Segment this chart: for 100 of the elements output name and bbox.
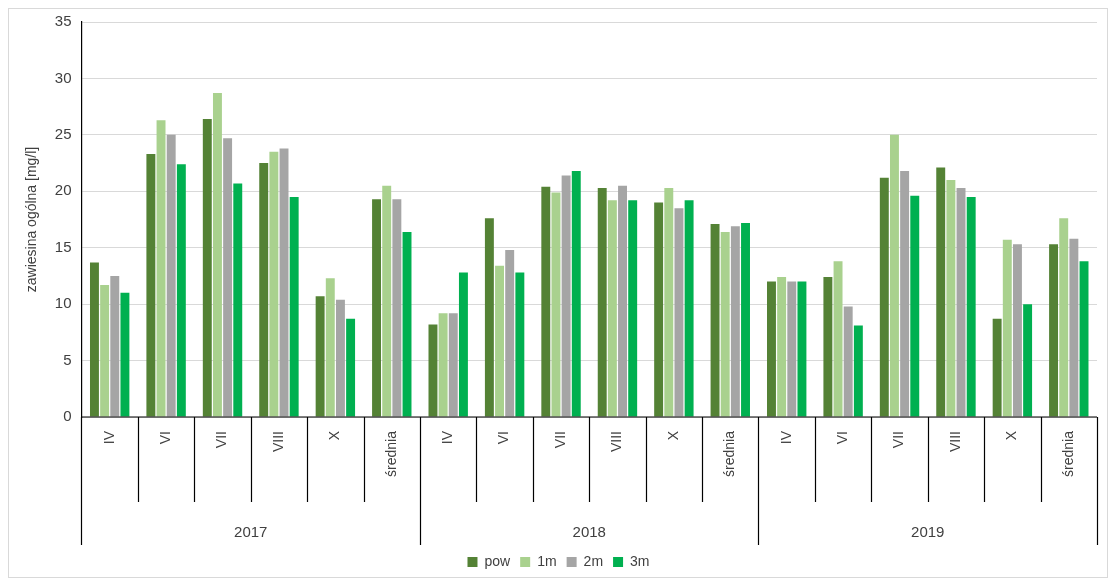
bar [741,222,750,417]
bar [156,120,166,417]
y-tick-label: 30 [54,68,72,86]
bar [176,164,186,417]
bar [571,170,581,417]
bar [315,296,325,417]
bar [730,226,740,417]
bar [259,163,269,417]
bar [966,196,976,417]
legend-label: 1m [537,552,557,569]
x-tick-label: VI [833,431,850,445]
bar [110,275,120,417]
bar [505,249,515,417]
bar [1002,239,1012,417]
bar [843,306,853,417]
bar [992,318,1002,417]
bar [269,151,279,417]
x-tick-label: VII [890,431,907,449]
bar [879,177,889,417]
x-tick-label: VII [213,431,230,449]
x-tick-label: IV [100,430,117,445]
bar [458,272,468,417]
y-tick-label: 15 [54,237,72,255]
bar [392,199,402,417]
y-tick-label: 5 [63,350,72,368]
bar [1059,218,1069,417]
bar [936,167,946,417]
x-tick-label: VI [495,431,512,445]
bar [1049,244,1059,417]
bar [654,202,664,417]
bar [787,281,797,417]
y-tick-label: 10 [54,294,72,312]
y-tick-label: 35 [54,12,72,30]
legend-label: 3m [630,552,650,569]
x-tick-label: średnia [721,430,738,477]
bar [597,187,607,417]
bar [1023,304,1033,417]
bar [428,324,438,417]
bar [720,231,730,417]
legend-label: 2m [583,552,604,569]
bar [561,175,571,417]
bar [372,199,382,417]
x-tick-label: X [664,430,681,441]
bar [797,281,807,417]
x-tick-label: IV [439,430,456,445]
bar [484,218,494,417]
bar [910,195,920,417]
bar [628,200,638,417]
text: 2018 [572,523,606,541]
bar [289,196,299,417]
x-tick-label: średnia [1059,430,1076,477]
bar [541,186,551,417]
bar [889,134,899,417]
bar [956,187,966,417]
bar [674,208,684,417]
x-tick-label: VI [156,431,173,445]
bar [120,292,130,417]
bar [833,261,843,417]
x-tick-label: VII [551,431,568,449]
bar [223,138,233,417]
bar [89,262,99,417]
bar [710,224,720,417]
bar [448,313,458,417]
bar [767,281,776,417]
bar [325,278,335,417]
x-tick-label: VIII [269,431,286,453]
y-axis-title: zawiesina ogólna [mg/l] [23,146,40,293]
bar [166,134,176,417]
text: 2017 [234,523,268,541]
bar [664,187,674,417]
bar [853,325,863,417]
x-tick-label: VIII [608,431,625,453]
bar [146,154,156,417]
bar [823,277,833,417]
x-tick-label: IV [777,430,794,445]
bar [335,299,345,417]
bar [382,185,392,417]
bar [1012,244,1022,417]
bar [515,272,525,417]
legend-label: pow [484,552,512,569]
bar [684,200,694,417]
bar [618,185,627,417]
bar [212,93,222,417]
y-tick-label: 0 [63,407,72,425]
bar [777,277,787,417]
bar [202,119,212,417]
bar [233,183,243,417]
x-tick-label: średnia [382,430,399,477]
y-tick-label: 25 [54,125,72,142]
bar [438,313,448,417]
x-tick-label: X [1003,430,1020,441]
text: 2019 [911,523,945,541]
bar [495,265,505,417]
bar [607,200,617,417]
bar [346,318,356,417]
bar [1069,238,1079,417]
x-tick-label: VIII [946,431,963,453]
x-tick-label: X [326,430,343,441]
bar [900,170,910,417]
bar [946,180,956,417]
